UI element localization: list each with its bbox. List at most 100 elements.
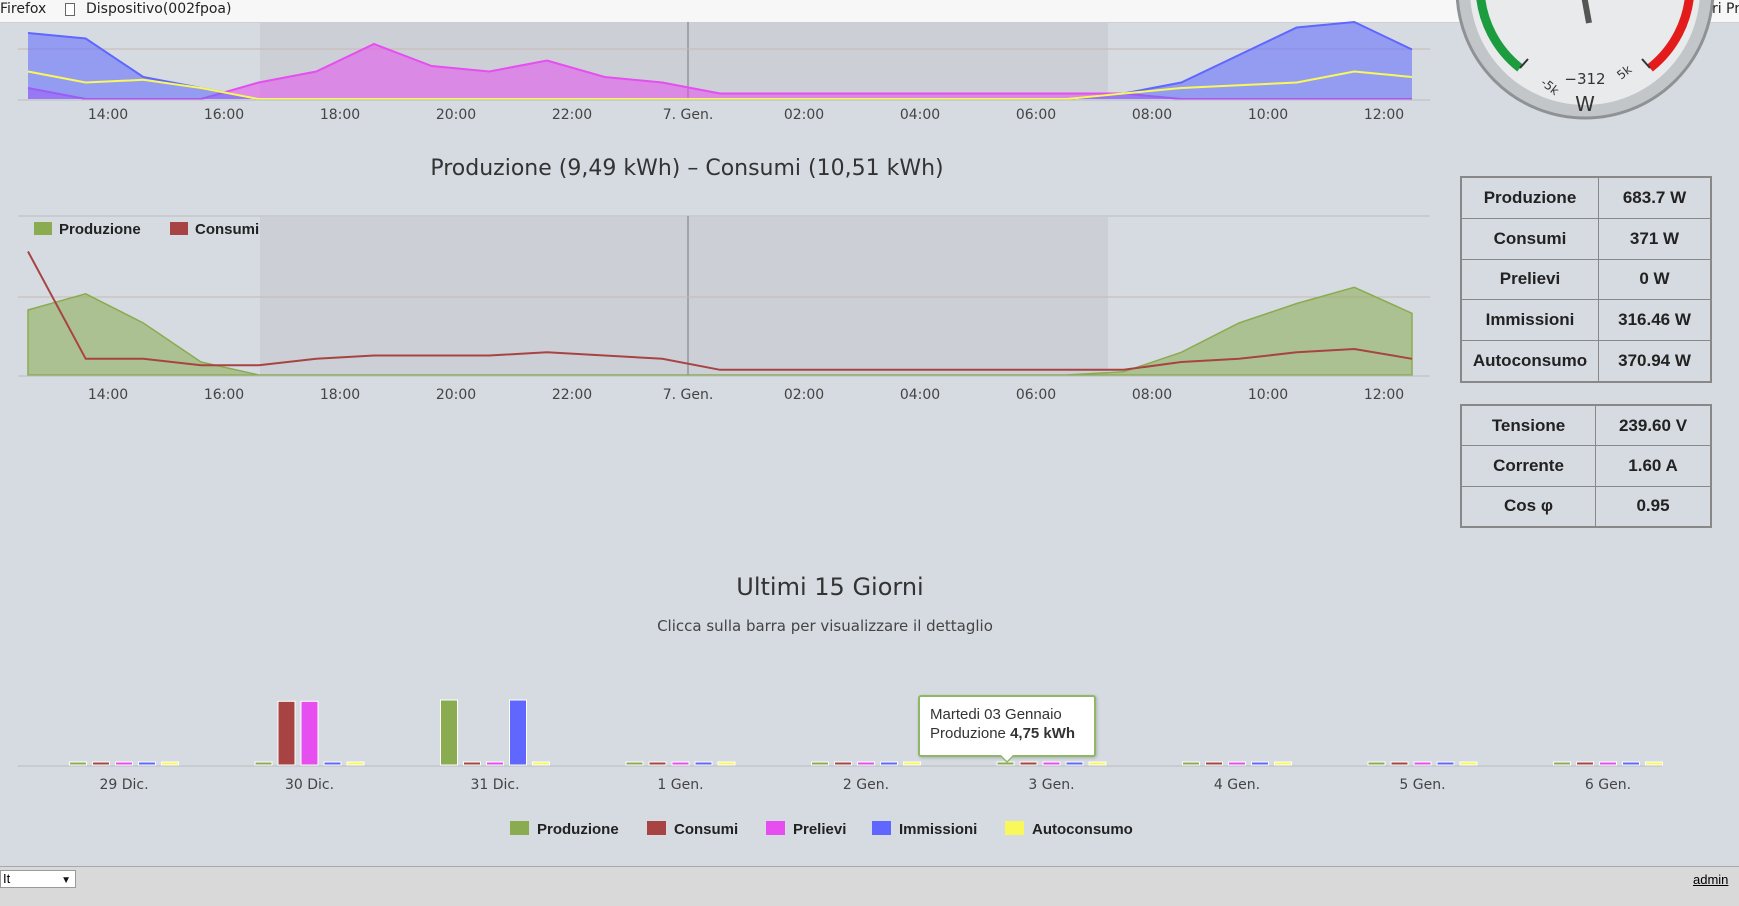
x-tick-label: 08:00 — [1132, 387, 1172, 403]
row-label: Consumi — [1461, 217, 1599, 260]
x-tick-label: 10:00 — [1248, 107, 1288, 123]
legend-swatch — [647, 821, 666, 835]
top-energy-chart[interactable]: 14:00 16:00 18:00 20:00 22:00 7. Gen. 02:00 04:… — [0, 20, 1440, 137]
bar-consumi — [463, 761, 481, 766]
browser-tab-title[interactable]: Dispositivo(002fpoa) — [86, 1, 232, 17]
bar-autoconsumo — [903, 761, 921, 766]
bar-autoconsumo — [161, 761, 179, 766]
bar-autoconsumo — [1088, 761, 1107, 766]
tooltip-value-line: Produzione 4,75 kWh — [930, 724, 1084, 743]
live-values-table: Produzione 683.7 W Consumi 371 W Preliev… — [1460, 176, 1712, 383]
row-label: Autoconsumo — [1461, 340, 1599, 382]
series-line-consumi — [27, 251, 1413, 371]
legend-swatch — [1005, 821, 1024, 835]
bar-produzione — [1367, 761, 1386, 766]
night-band — [260, 216, 1108, 375]
daily-chart-subtitle: Clicca sulla barra per visualizzare il d… — [657, 617, 993, 635]
x-tick-label: 20:00 — [436, 107, 476, 123]
bar-consumi — [648, 761, 667, 766]
x-tick-label: 12:00 — [1364, 387, 1404, 403]
x-tick-label: 31 Dic. — [470, 777, 519, 793]
bar-produzione — [1553, 761, 1571, 766]
bar-tooltip: Martedi 03 Gennaio Produzione 4,75 kWh — [918, 695, 1096, 757]
row-label: Cos φ — [1461, 485, 1596, 528]
x-tick-label: 7. Gen. — [663, 107, 714, 123]
bar-produzione — [440, 699, 458, 766]
bar-produzione — [254, 761, 273, 766]
x-tick-label: 30 Dic. — [285, 777, 334, 793]
row-value: 371 W — [1598, 217, 1711, 260]
language-value: It — [3, 871, 11, 886]
x-tick-label: 12:00 — [1364, 107, 1404, 123]
bar-prelievi — [115, 761, 133, 766]
bar-consumi — [1205, 761, 1223, 766]
legend-label: Autoconsumo — [1032, 821, 1133, 838]
bar-autoconsumo — [717, 761, 736, 766]
legend-swatch — [872, 821, 891, 835]
x-tick-label: 06:00 — [1016, 107, 1056, 123]
bar-prelievi — [1599, 761, 1617, 766]
row-label: Tensione — [1461, 404, 1596, 447]
x-tick-label: 18:00 — [320, 107, 360, 123]
bar-immissioni — [1622, 761, 1640, 766]
legend-label: Prelievi — [793, 821, 846, 838]
gauge-value: −312 — [1564, 70, 1605, 88]
bar-prelievi — [1042, 761, 1061, 766]
bar-immissioni — [1436, 761, 1455, 766]
bar-consumi — [1576, 761, 1594, 766]
admin-link[interactable]: admin — [1693, 872, 1729, 887]
row-label: Corrente — [1461, 445, 1596, 487]
x-tick-label: 7. Gen. — [663, 387, 714, 403]
bar-immissioni — [323, 761, 342, 766]
bar-autoconsumo — [1645, 761, 1663, 766]
bar-consumi — [92, 761, 110, 766]
document-icon — [65, 3, 75, 16]
bar-prelievi — [486, 761, 504, 766]
table-row: Corrente 1.60 A — [1461, 445, 1711, 487]
series-area-prelievi — [28, 44, 1412, 99]
table-row: Autoconsumo 370.94 W — [1461, 340, 1711, 382]
row-value: 1.60 A — [1595, 445, 1711, 487]
bar-prelievi — [857, 761, 875, 766]
legend-label: Consumi — [674, 821, 738, 838]
browser-app-name: Firefox — [0, 1, 47, 17]
bar-consumi — [1390, 761, 1409, 766]
grid-measurements-table: Tensione 239.60 V Corrente 1.60 A Cos φ … — [1460, 404, 1712, 528]
bar-produzione — [811, 761, 829, 766]
series-area-immissioni — [28, 22, 1412, 99]
row-value: 239.60 V — [1595, 404, 1711, 447]
bar-produzione — [1182, 761, 1200, 766]
tooltip-series-name: Produzione — [930, 725, 1006, 742]
legend-swatch — [34, 222, 52, 235]
legend-swatch — [510, 821, 529, 835]
status-bar — [0, 866, 1739, 906]
row-label: Prelievi — [1461, 258, 1599, 301]
bar-immissioni — [880, 761, 898, 766]
production-consumption-chart[interactable]: Produzione (9,49 kWh) – Consumi (10,51 k… — [0, 155, 1440, 405]
bar-prelievi — [1228, 761, 1246, 766]
x-tick-label: 5 Gen. — [1399, 777, 1445, 793]
x-tick-label: 02:00 — [784, 387, 824, 403]
bar-prelievi — [671, 761, 690, 766]
bar-autoconsumo — [532, 761, 550, 766]
gauge-unit: W — [1575, 92, 1595, 116]
x-tick-label: 2 Gen. — [843, 777, 889, 793]
bar-immissioni — [694, 761, 713, 766]
table-row: Immissioni 316.46 W — [1461, 299, 1711, 342]
tooltip-value: 4,75 kWh — [1010, 725, 1076, 742]
x-tick-label: 1 Gen. — [657, 777, 703, 793]
x-tick-label: 20:00 — [436, 387, 476, 403]
x-tick-label: 10:00 — [1248, 387, 1288, 403]
row-label: Produzione — [1461, 177, 1599, 219]
row-label: Immissioni — [1461, 299, 1599, 342]
bar-consumi — [1019, 761, 1038, 766]
daily-bar-chart[interactable]: 29 Dic. 30 Dic. 31 Dic. 1 Gen. 2 Gen. 3 Gen. 4… — [0, 690, 1700, 850]
series-line-autoconsumo — [27, 70, 1413, 100]
x-tick-label: 14:00 — [88, 107, 128, 123]
table-row: Tensione 239.60 V — [1461, 404, 1711, 447]
x-tick-label: 04:00 — [900, 107, 940, 123]
x-tick-label: 29 Dic. — [99, 777, 148, 793]
bar-autoconsumo — [346, 761, 365, 766]
bar-autoconsumo — [1274, 761, 1292, 766]
language-select[interactable]: It ▼ — [0, 870, 76, 888]
